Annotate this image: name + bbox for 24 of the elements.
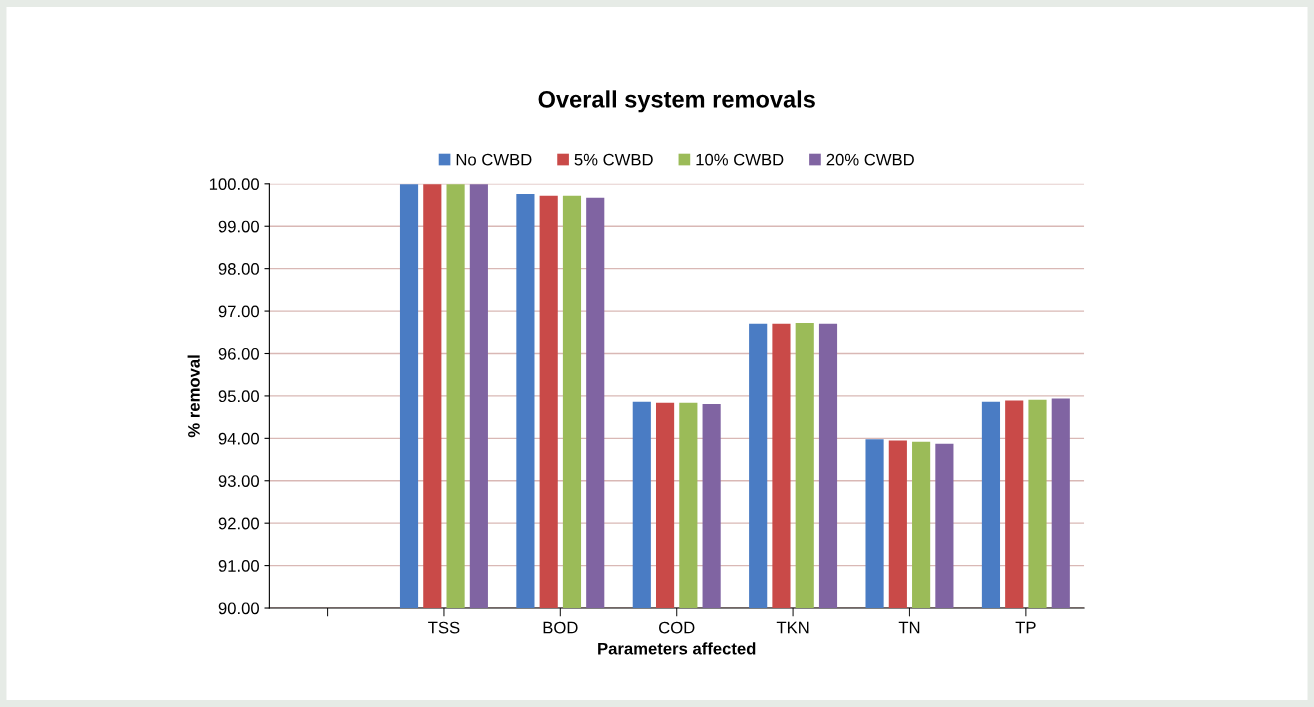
x-tick-label: TSS (428, 621, 460, 634)
x-axis-title: Parameters affected (598, 642, 756, 655)
x-tick-label: COD (659, 621, 695, 634)
x-tick-label: TP (1015, 621, 1036, 634)
y-tick-label: 99.00 (218, 220, 259, 233)
y-tick-label: 90.00 (218, 602, 259, 615)
legend-label: No CWBD (456, 153, 532, 166)
y-tick-label: 100.00 (209, 178, 259, 191)
y-tick-label: 95.00 (218, 390, 259, 403)
y-tick-label: 94.00 (218, 432, 259, 445)
x-tick-label: TKN (776, 621, 809, 634)
y-axis-title: % removal (187, 355, 200, 438)
legend-label: 10% CWBD (696, 153, 784, 166)
y-tick-label: 98.00 (218, 263, 259, 275)
y-tick-label: 97.00 (218, 305, 259, 318)
legend-label: 20% CWBD (826, 153, 914, 166)
y-tick-label: 91.00 (218, 560, 259, 572)
legend-label: 5% CWBD (574, 153, 653, 166)
y-tick-label: 96.00 (218, 347, 259, 360)
y-tick-label: 92.00 (218, 517, 259, 530)
chart-title: Overall system removals (538, 90, 815, 113)
x-tick-label: TN (898, 621, 920, 634)
x-tick-label: BOD (543, 621, 578, 634)
y-tick-label: 93.00 (218, 475, 259, 487)
